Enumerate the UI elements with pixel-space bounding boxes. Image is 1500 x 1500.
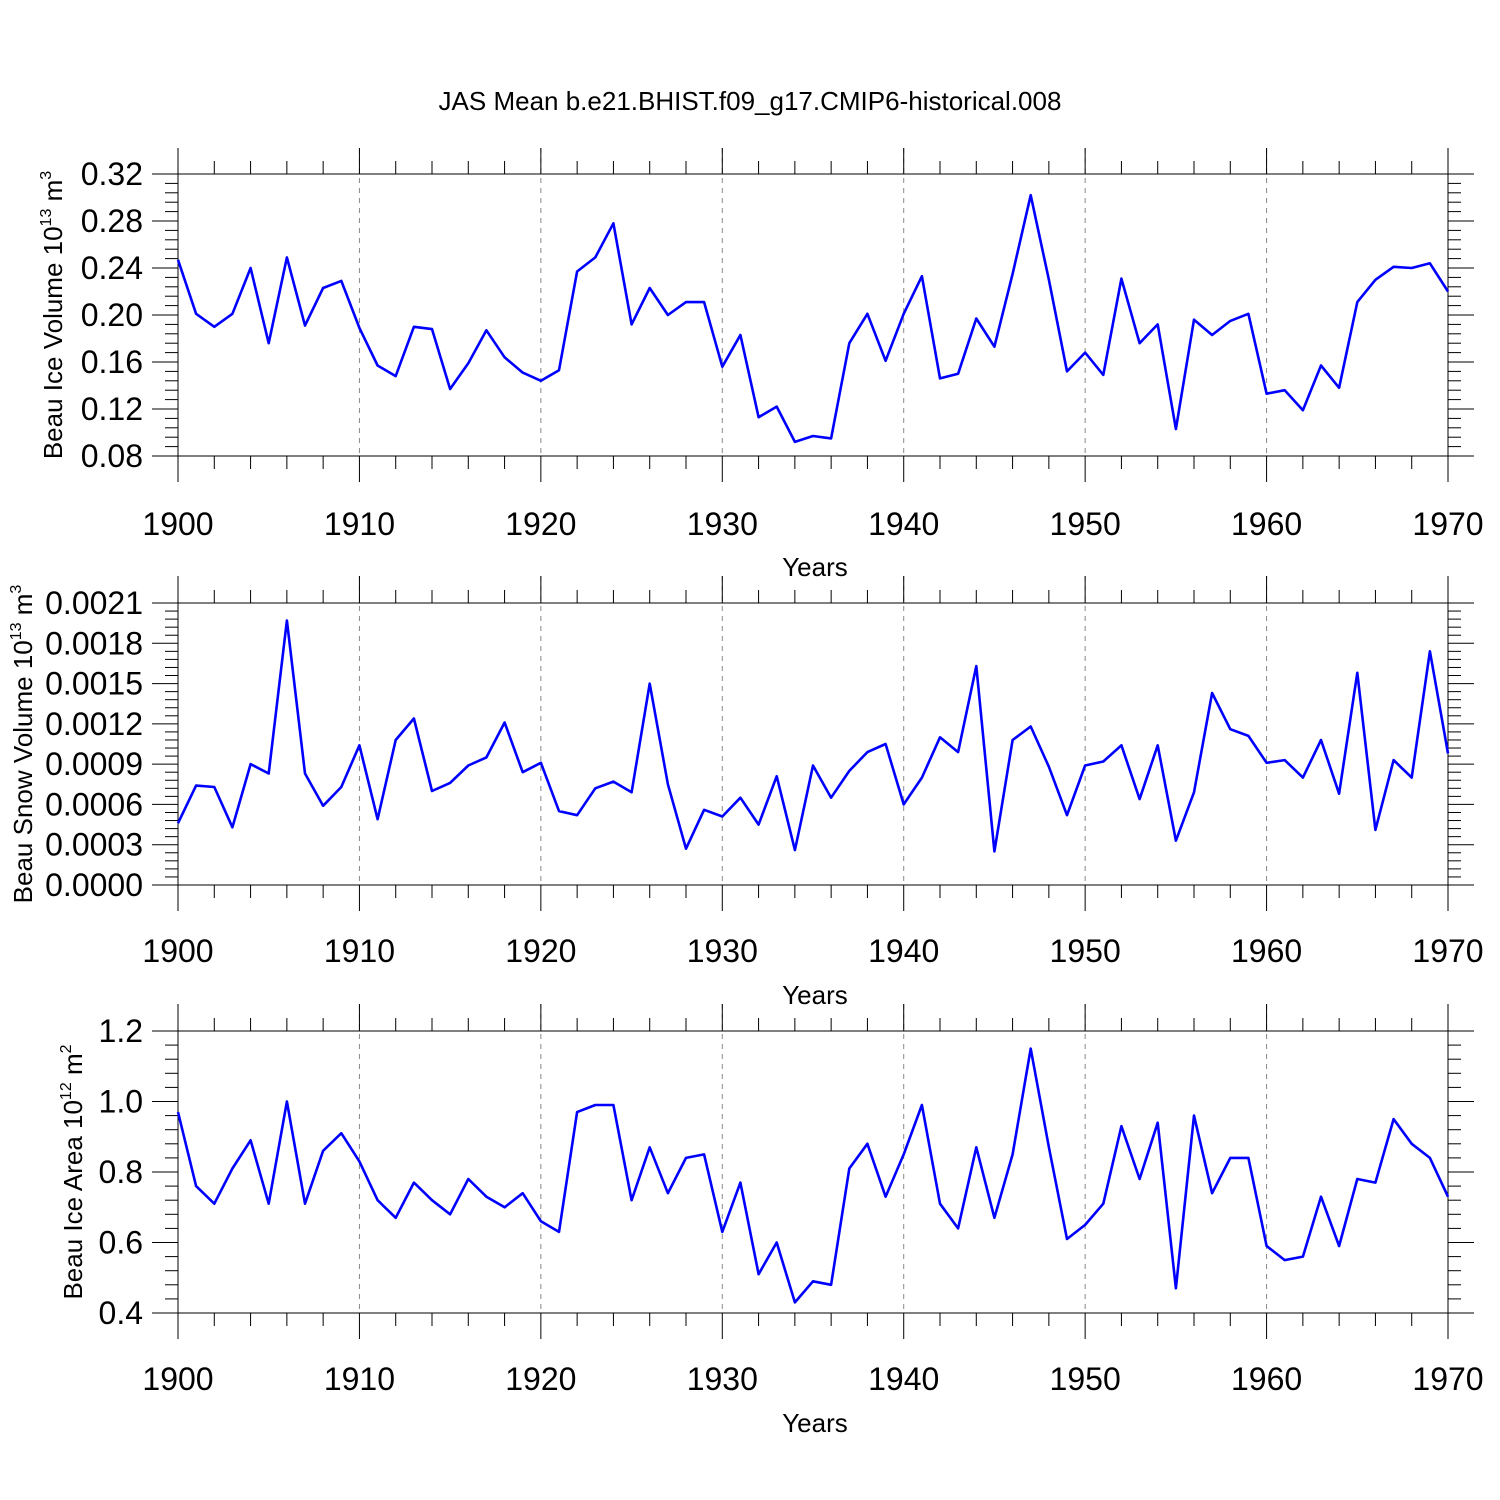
series-line-ice-area bbox=[176, 1047, 1450, 1304]
panel-snow-volume: 1900 1910 1920 1930 1940 1950 1960 1970 0.0000 0.… bbox=[8, 576, 1484, 1010]
x-tick-label: 1970 bbox=[1412, 1361, 1483, 1397]
y-axis-title-ylabel-unit: m bbox=[58, 1053, 88, 1082]
x-tick-label: 1960 bbox=[1231, 933, 1302, 969]
y-axis-title-ylabel-unit-exp: 3 bbox=[8, 585, 25, 594]
x-tick-label: 1900 bbox=[142, 1361, 213, 1397]
y-tick-label: 0.32 bbox=[81, 156, 143, 192]
series-line-snow-volume bbox=[176, 619, 1450, 853]
x-tick-label: 1920 bbox=[505, 933, 576, 969]
y-tick-label: 0.8 bbox=[99, 1154, 143, 1190]
y-tick-label: 0.08 bbox=[81, 438, 143, 474]
x-axis-title: Years bbox=[782, 980, 848, 1010]
series-line-ice-volume bbox=[176, 193, 1450, 444]
x-tick-label: 1950 bbox=[1050, 1361, 1121, 1397]
x-tick-label: 1960 bbox=[1231, 1361, 1302, 1397]
x-axis-title: Years bbox=[782, 1408, 848, 1438]
x-tick-label: 1910 bbox=[324, 1361, 395, 1397]
y-axis-title: Beau Ice Area 1012 m2 bbox=[58, 1044, 88, 1299]
y-tick-label: 0.0006 bbox=[45, 786, 143, 822]
x-tick-label: 1970 bbox=[1412, 506, 1483, 542]
y-tick-label: 0.28 bbox=[81, 203, 143, 239]
y-tick-label: 0.0018 bbox=[45, 625, 143, 661]
y-tick-label: 0.0000 bbox=[45, 867, 143, 903]
x-tick-label: 1900 bbox=[142, 506, 213, 542]
panel-ice-area: 1900 1910 1920 1930 1940 1950 1960 1970 0.4 0.6 0.… bbox=[58, 1004, 1484, 1438]
x-tick-label: 1910 bbox=[324, 933, 395, 969]
y-tick-label: 0.0012 bbox=[45, 706, 143, 742]
y-tick-label: 0.6 bbox=[99, 1225, 143, 1261]
x-tick-label: 1950 bbox=[1050, 933, 1121, 969]
y-axis-title-ylabel-unit: m bbox=[8, 594, 38, 623]
y-axis-title-ylabel-unit: m bbox=[38, 180, 68, 209]
chart-title: JAS Mean b.e21.BHIST.f09_g17.CMIP6-histo… bbox=[439, 86, 1062, 116]
x-tick-label: 1910 bbox=[324, 506, 395, 542]
x-tick-label: 1920 bbox=[505, 506, 576, 542]
y-axis-title-ylabel-prefix: Beau Ice Volume 10 bbox=[38, 226, 68, 459]
x-tick-label: 1940 bbox=[868, 1361, 939, 1397]
x-tick-label: 1930 bbox=[687, 933, 758, 969]
y-tick-label: 0.24 bbox=[81, 250, 143, 286]
y-axis-title-ylabel-prefix: Beau Ice Area 10 bbox=[58, 1100, 88, 1299]
y-tick-label: 0.0009 bbox=[45, 746, 143, 782]
y-axis-title-ylabel-exp: 13 bbox=[38, 209, 55, 227]
y-axis-title-ylabel-unit-exp: 3 bbox=[38, 171, 55, 180]
y-axis-title-ylabel-exp: 12 bbox=[58, 1082, 75, 1100]
y-tick-label: 0.4 bbox=[99, 1295, 143, 1331]
y-tick-label: 0.0003 bbox=[45, 827, 143, 863]
y-tick-label: 0.0021 bbox=[45, 585, 143, 621]
y-tick-label: 0.20 bbox=[81, 297, 143, 333]
x-axis-title: Years bbox=[782, 552, 848, 582]
y-axis-title: Beau Ice Volume 1013 m3 bbox=[38, 171, 68, 459]
y-axis-title-ylabel-prefix: Beau Snow Volume 10 bbox=[8, 640, 38, 903]
y-axis-title-ylabel-unit-exp: 2 bbox=[58, 1044, 75, 1053]
x-tick-label: 1900 bbox=[142, 933, 213, 969]
panel-ice-volume: 1900 1910 1920 1930 1940 1950 1960 1970 0.08 0.12… bbox=[38, 148, 1484, 582]
y-tick-label: 1.0 bbox=[99, 1084, 143, 1120]
x-tick-label: 1920 bbox=[505, 1361, 576, 1397]
y-axis-title: Beau Snow Volume 1013 m3 bbox=[8, 585, 38, 904]
x-tick-label: 1950 bbox=[1050, 506, 1121, 542]
x-tick-label: 1960 bbox=[1231, 506, 1302, 542]
y-tick-label: 0.0015 bbox=[45, 666, 143, 702]
x-tick-label: 1940 bbox=[868, 933, 939, 969]
y-tick-label: 0.16 bbox=[81, 344, 143, 380]
y-axis-title-ylabel-exp: 13 bbox=[8, 622, 25, 640]
y-tick-label: 0.12 bbox=[81, 391, 143, 427]
y-tick-label: 1.2 bbox=[99, 1013, 143, 1049]
x-tick-label: 1930 bbox=[687, 1361, 758, 1397]
x-tick-label: 1970 bbox=[1412, 933, 1483, 969]
x-tick-label: 1940 bbox=[868, 506, 939, 542]
x-tick-label: 1930 bbox=[687, 506, 758, 542]
